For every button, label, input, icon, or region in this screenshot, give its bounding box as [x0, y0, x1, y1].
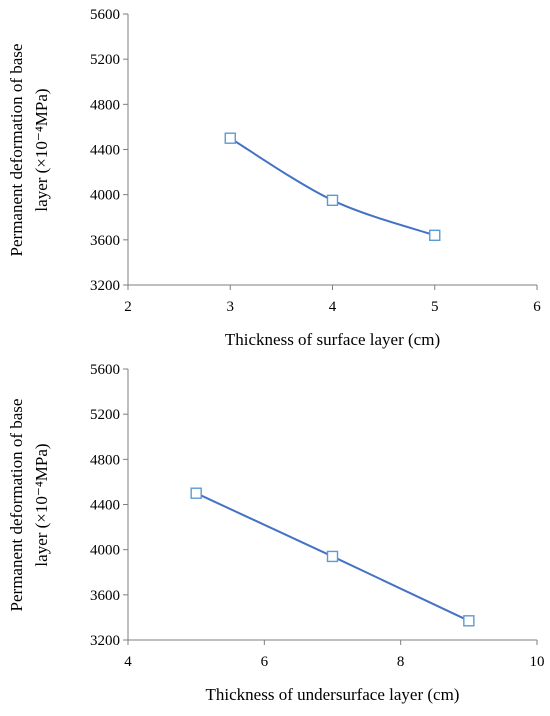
y-tick-label: 4000 [90, 188, 120, 204]
y-axis-title: layer (×10⁻⁴MPa) [32, 88, 51, 211]
x-axis-title: Thickness of undersurface layer (cm) [206, 685, 460, 704]
y-tick-label: 3200 [90, 278, 120, 294]
x-tick-label: 5 [431, 299, 439, 315]
x-tick-label: 8 [397, 654, 405, 670]
series-line [229, 137, 436, 237]
y-tick-label: 5200 [90, 407, 120, 423]
y-tick-label: 4000 [90, 543, 120, 559]
data-point-marker [463, 615, 475, 627]
data-point-marker [224, 132, 236, 144]
y-axis-title: Permanent deformation of base [7, 399, 26, 612]
y-tick-label: 4400 [90, 143, 120, 159]
y-tick-label: 4800 [90, 97, 120, 113]
x-tick-label: 4 [329, 299, 337, 315]
x-tick-label: 6 [261, 654, 269, 670]
y-tick-label: 5600 [90, 7, 120, 23]
y-tick-label: 4400 [90, 498, 120, 514]
y-tick-label: 5200 [90, 52, 120, 68]
data-point-marker [326, 550, 339, 563]
data-point-marker [326, 194, 339, 207]
data-point-marker [190, 487, 202, 499]
y-axis-title: layer (×10⁻⁴MPa) [32, 443, 51, 566]
y-tick-label: 3200 [90, 633, 120, 649]
y-tick-label: 3600 [90, 233, 120, 249]
x-tick-label: 10 [530, 654, 545, 670]
x-tick-label: 2 [124, 299, 132, 315]
y-tick-label: 3600 [90, 588, 120, 604]
data-point-marker [429, 229, 441, 242]
y-axis-title: Permanent deformation of base [7, 44, 26, 257]
x-tick-label: 6 [533, 299, 541, 315]
x-axis-title: Thickness of surface layer (cm) [225, 330, 440, 349]
x-tick-label: 4 [124, 654, 132, 670]
y-tick-label: 4800 [90, 452, 120, 468]
y-tick-label: 5600 [90, 362, 120, 378]
x-tick-label: 3 [227, 299, 235, 315]
